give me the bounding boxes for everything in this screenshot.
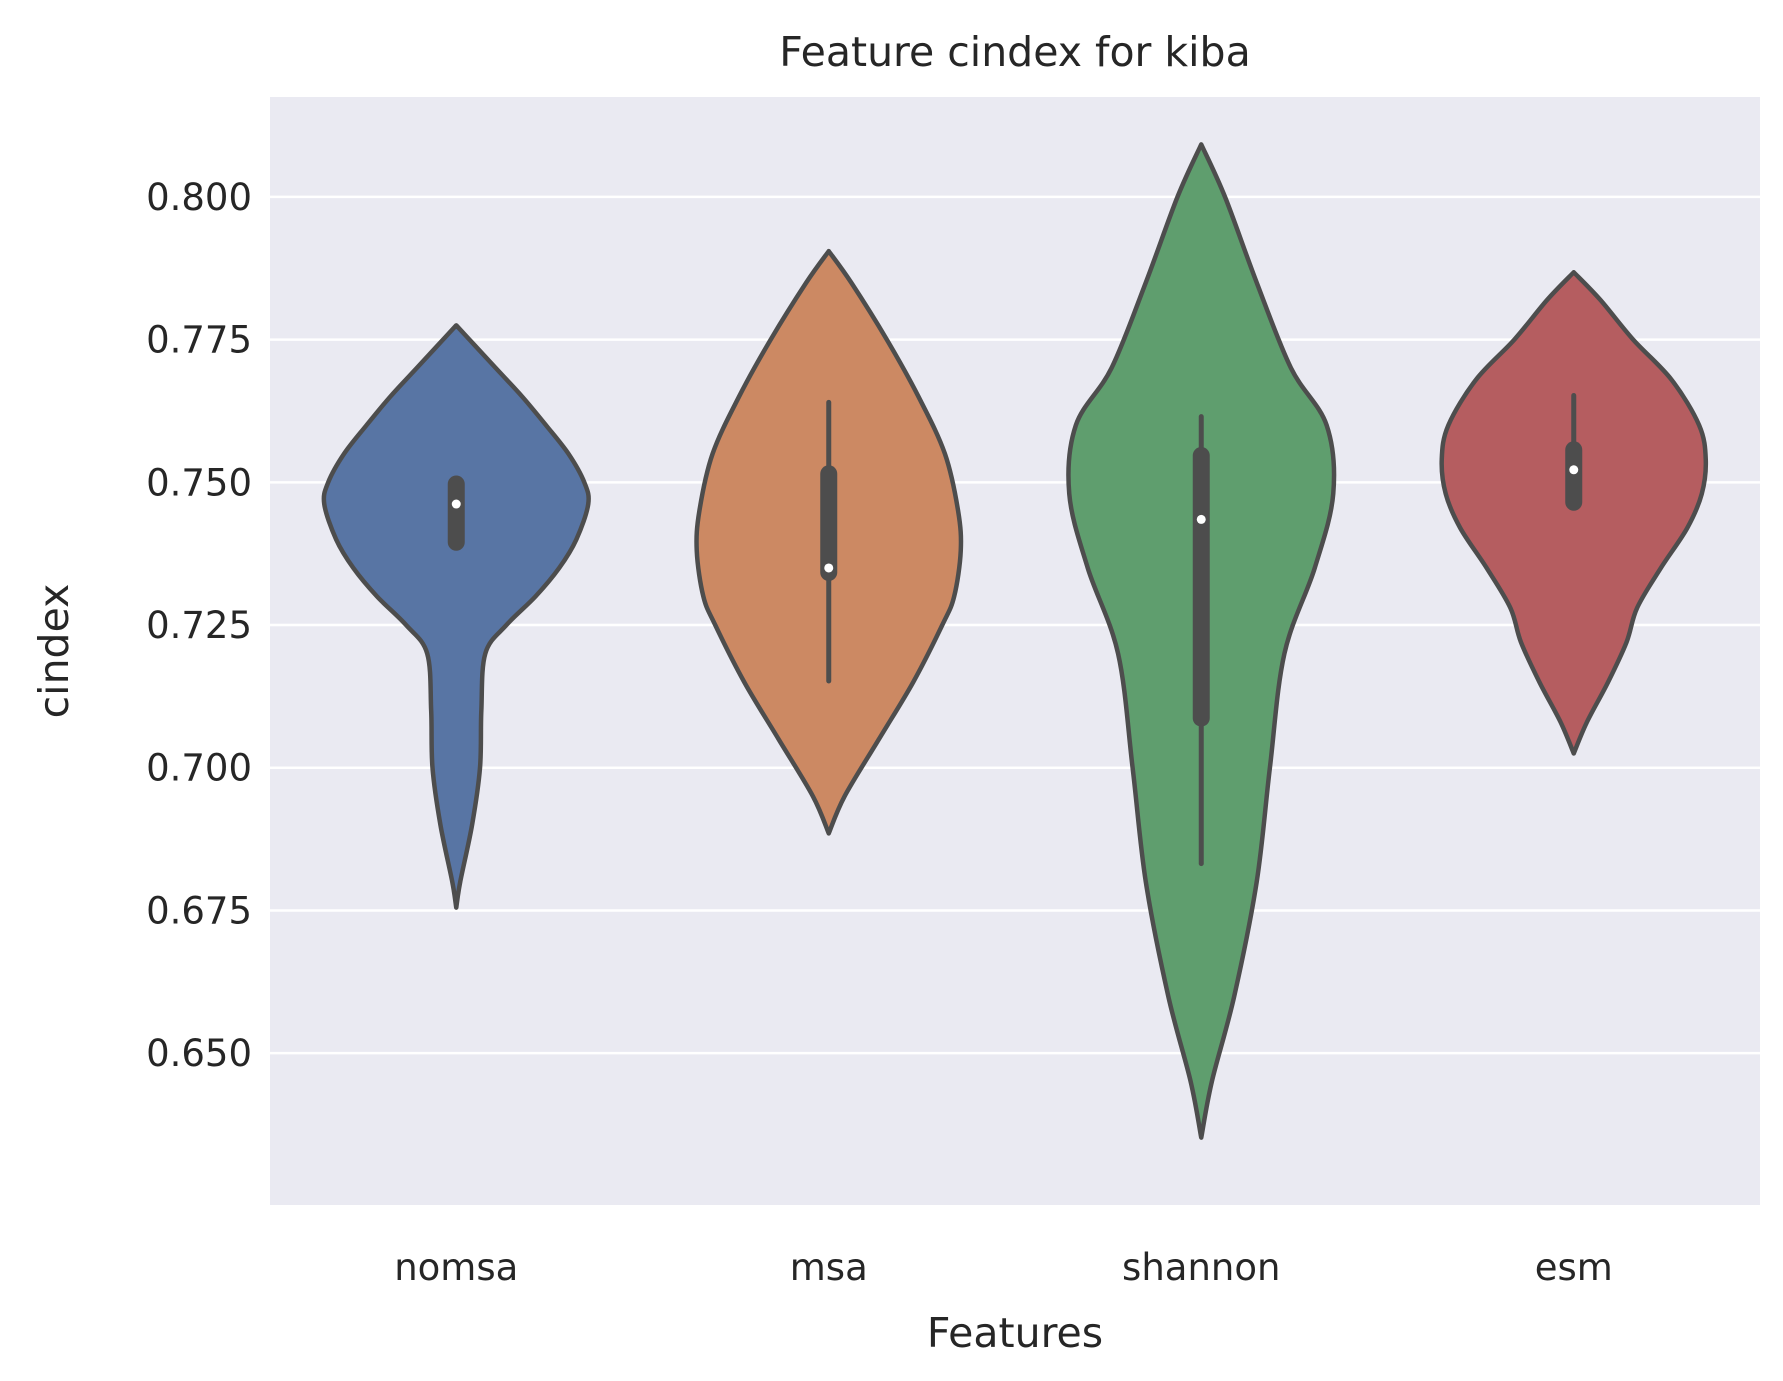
y-tick-label: 0.750 — [146, 461, 252, 504]
y-tick-label: 0.650 — [146, 1032, 252, 1075]
x-tick-label: esm — [1535, 1246, 1613, 1289]
violin-median — [1196, 514, 1206, 524]
y-tick-label: 0.725 — [146, 604, 252, 647]
violin-median — [824, 563, 834, 573]
x-tick-label: nomsa — [394, 1246, 518, 1289]
y-tick-label: 0.700 — [146, 747, 252, 790]
chart-title: Feature cindex for kiba — [779, 28, 1250, 76]
y-tick-label: 0.675 — [146, 889, 252, 932]
violins — [321, 142, 1709, 1140]
violin-median — [451, 499, 461, 509]
violin-body — [1439, 270, 1709, 756]
x-axis-label: Features — [927, 1309, 1103, 1357]
violin-median — [1569, 465, 1579, 475]
y-tick-label: 0.800 — [146, 176, 252, 219]
y-axis-label: cindex — [30, 584, 78, 719]
violin-esm — [1439, 270, 1709, 756]
x-tick-label: shannon — [1122, 1246, 1280, 1289]
violin-body — [321, 323, 591, 910]
violin-shannon — [1066, 142, 1337, 1140]
violin-nomsa — [321, 323, 591, 910]
violin-msa — [694, 248, 964, 836]
y-tick-labels: 0.650 0.675 0.700 0.725 0.750 0.775 0.800 — [146, 176, 252, 1075]
y-tick-label: 0.775 — [146, 319, 252, 362]
x-tick-labels: nomsa msa shannon esm — [394, 1246, 1613, 1289]
plot-background — [270, 97, 1760, 1205]
x-tick-label: msa — [790, 1246, 868, 1289]
